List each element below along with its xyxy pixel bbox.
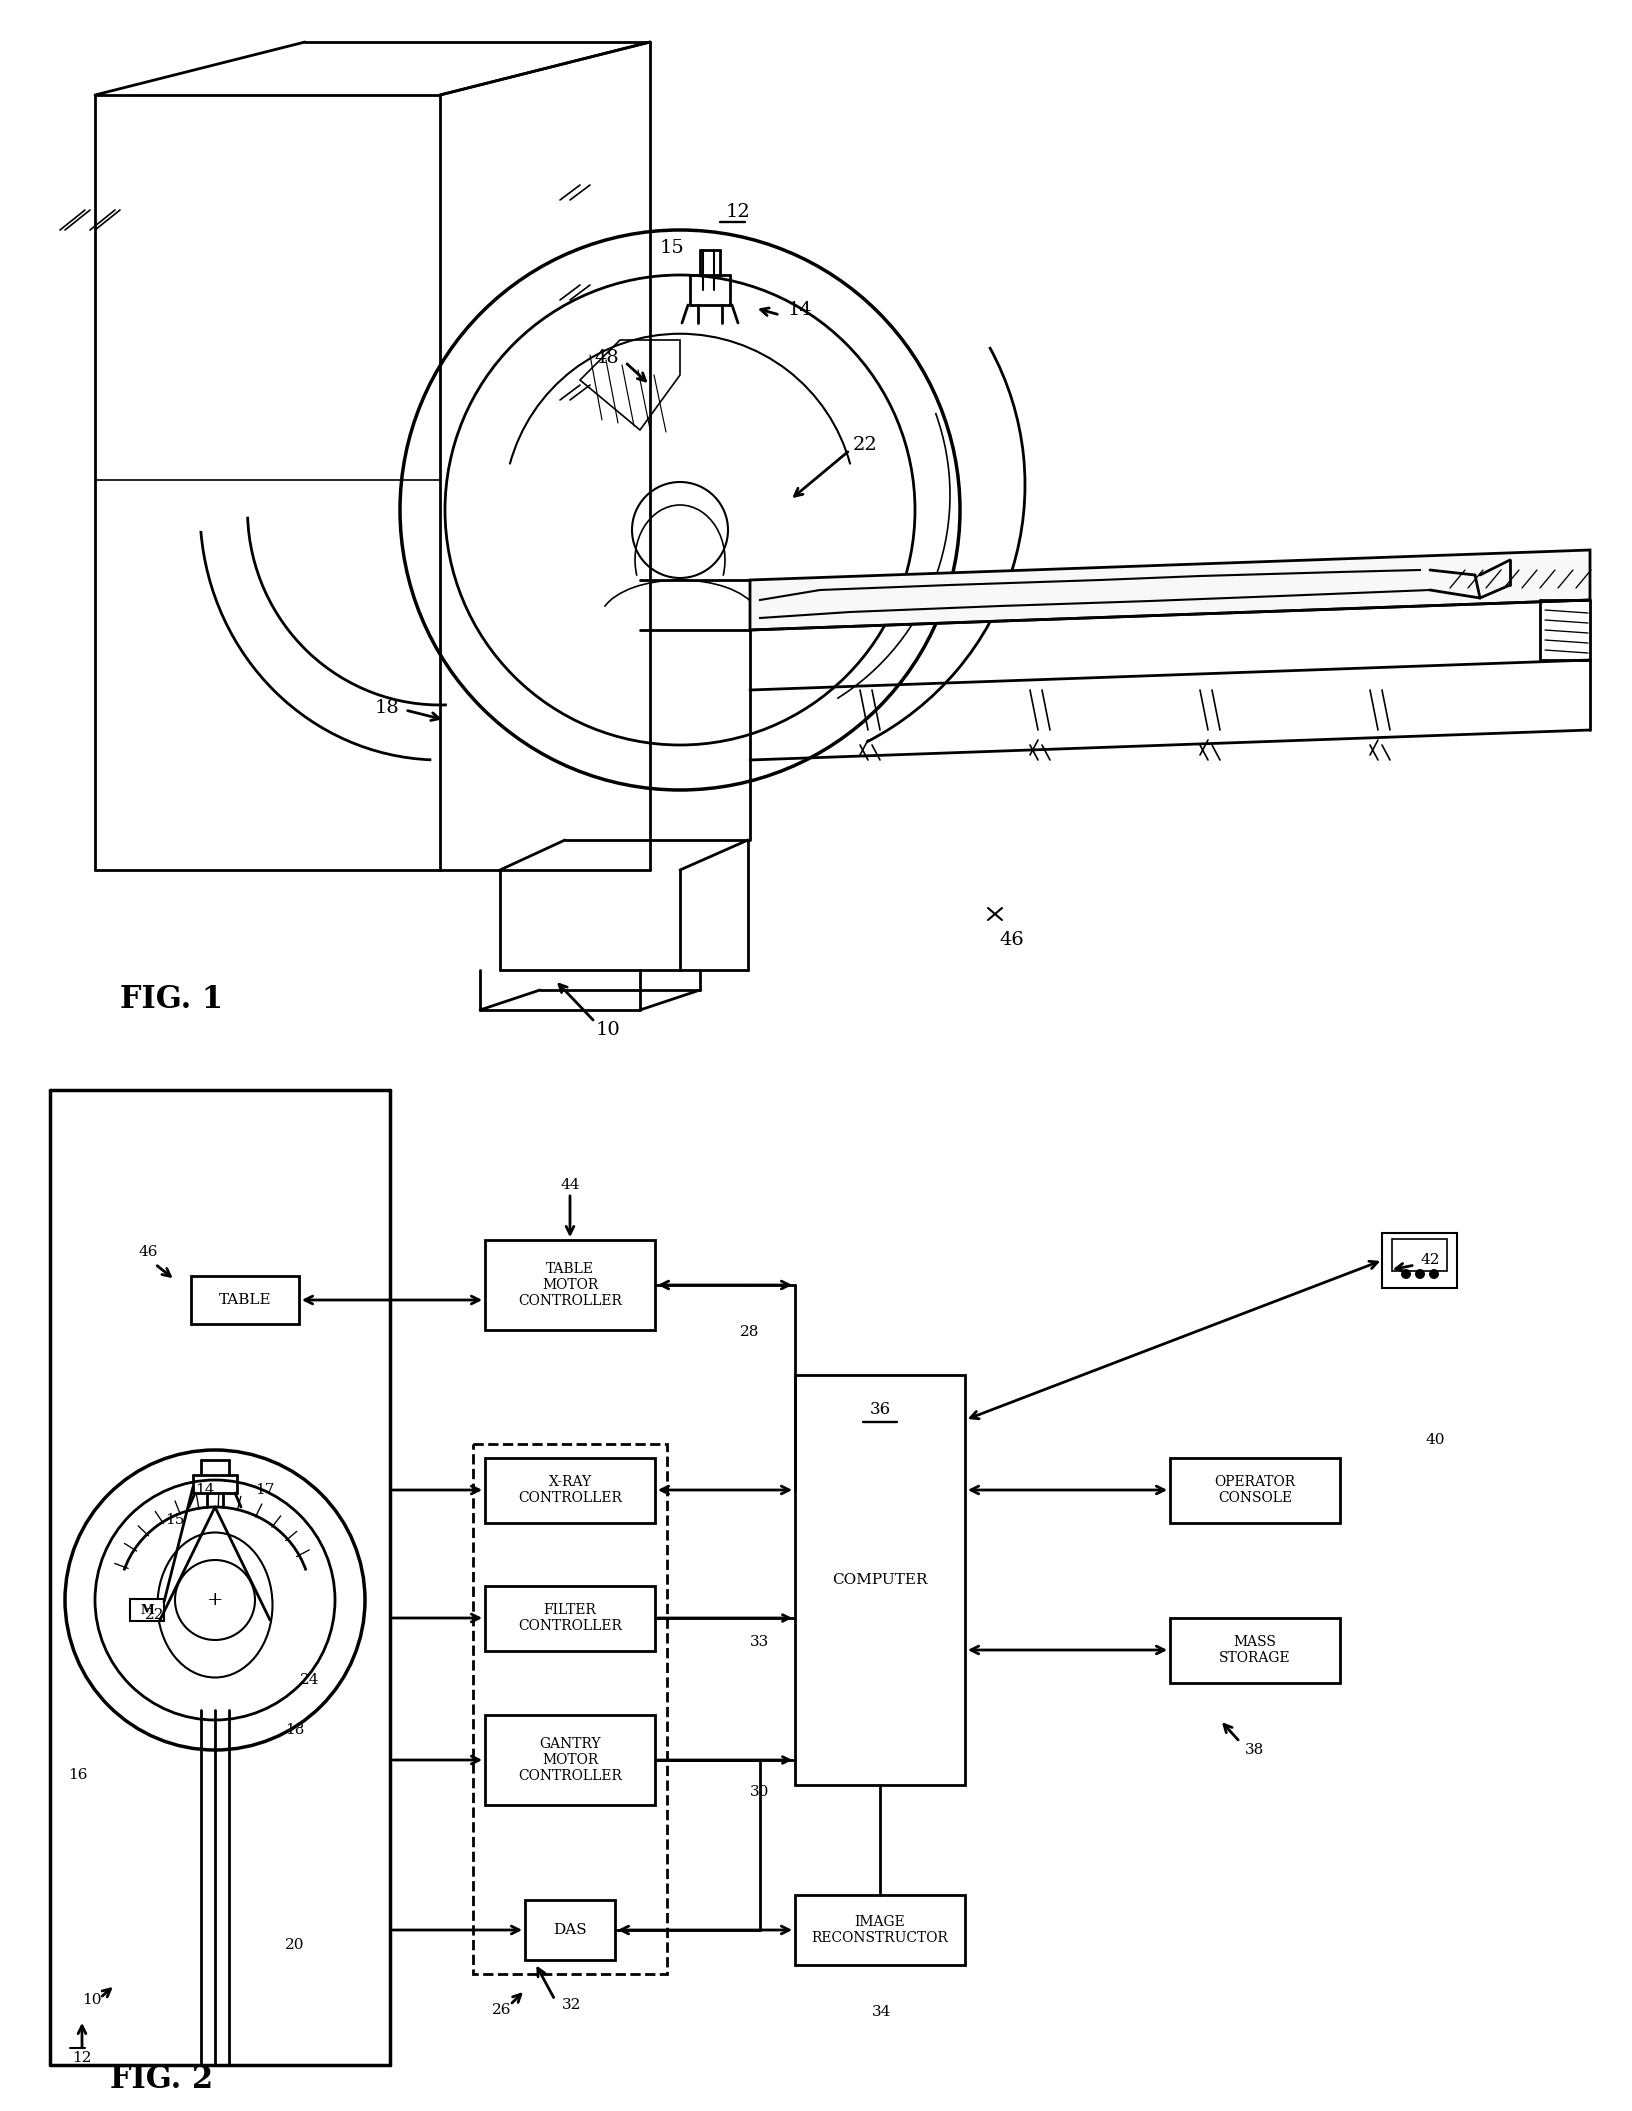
Text: GANTRY
MOTOR
CONTROLLER: GANTRY MOTOR CONTROLLER [517, 1737, 622, 1784]
Text: IMAGE
RECONSTRUCTOR: IMAGE RECONSTRUCTOR [811, 1915, 948, 1944]
Circle shape [1415, 1269, 1425, 1279]
Bar [524, 1900, 615, 1959]
Bar [485, 1585, 654, 1651]
Bar [795, 1896, 965, 1965]
Bar [485, 1457, 654, 1522]
Text: 24: 24 [300, 1674, 320, 1687]
Text: FIG. 2: FIG. 2 [109, 2065, 214, 2096]
Text: 17: 17 [255, 1484, 274, 1497]
Circle shape [1428, 1269, 1438, 1279]
Text: MASS
STORAGE: MASS STORAGE [1219, 1634, 1289, 1666]
Text: 16: 16 [69, 1769, 88, 1782]
Text: 28: 28 [739, 1326, 759, 1338]
Text: 30: 30 [749, 1786, 769, 1799]
Text: 22: 22 [852, 437, 876, 454]
Text: 18: 18 [374, 699, 400, 718]
Text: 14: 14 [196, 1484, 215, 1497]
Bar [1382, 1233, 1457, 1288]
Text: 34: 34 [871, 2005, 891, 2018]
Text: 38: 38 [1245, 1744, 1263, 1756]
Text: M: M [140, 1604, 153, 1617]
Text: 33: 33 [751, 1636, 769, 1649]
Text: COMPUTER: COMPUTER [832, 1573, 927, 1587]
Text: 44: 44 [560, 1178, 579, 1193]
Text: X-RAY
CONTROLLER: X-RAY CONTROLLER [517, 1476, 622, 1505]
Text: 12: 12 [72, 2052, 91, 2065]
Text: 40: 40 [1425, 1433, 1444, 1446]
Text: 42: 42 [1420, 1254, 1439, 1267]
Text: FIG. 1: FIG. 1 [119, 984, 224, 1015]
Text: TABLE: TABLE [219, 1294, 271, 1307]
Text: FILTER
CONTROLLER: FILTER CONTROLLER [517, 1602, 622, 1634]
Text: 46: 46 [139, 1245, 158, 1258]
Text: 14: 14 [787, 302, 811, 319]
Text: DAS: DAS [553, 1923, 586, 1938]
Bar [131, 1598, 163, 1621]
Text: +: + [207, 1592, 224, 1609]
Circle shape [1400, 1269, 1410, 1279]
Text: 20: 20 [286, 1938, 305, 1953]
Text: 36: 36 [868, 1402, 889, 1419]
Text: 48: 48 [594, 348, 619, 367]
Text: OPERATOR
CONSOLE: OPERATOR CONSOLE [1214, 1476, 1294, 1505]
Text: 15: 15 [659, 239, 684, 258]
Bar [473, 1444, 666, 1974]
Text: 26: 26 [491, 2003, 511, 2016]
Bar [191, 1275, 299, 1324]
Text: 10: 10 [596, 1022, 620, 1039]
Text: TABLE
MOTOR
CONTROLLER: TABLE MOTOR CONTROLLER [517, 1262, 622, 1309]
Text: 32: 32 [561, 1997, 581, 2012]
Text: 12: 12 [725, 203, 751, 222]
Bar [1169, 1617, 1340, 1682]
Text: 15: 15 [165, 1514, 184, 1526]
Text: 18: 18 [286, 1723, 305, 1737]
Bar [1169, 1457, 1340, 1522]
Text: 22: 22 [145, 1609, 165, 1621]
Bar [485, 1714, 654, 1805]
Polygon shape [749, 551, 1590, 629]
Bar [485, 1239, 654, 1330]
Text: 46: 46 [999, 931, 1023, 950]
Bar [1392, 1239, 1446, 1271]
Bar [795, 1374, 965, 1786]
Text: 10: 10 [82, 1993, 101, 2008]
